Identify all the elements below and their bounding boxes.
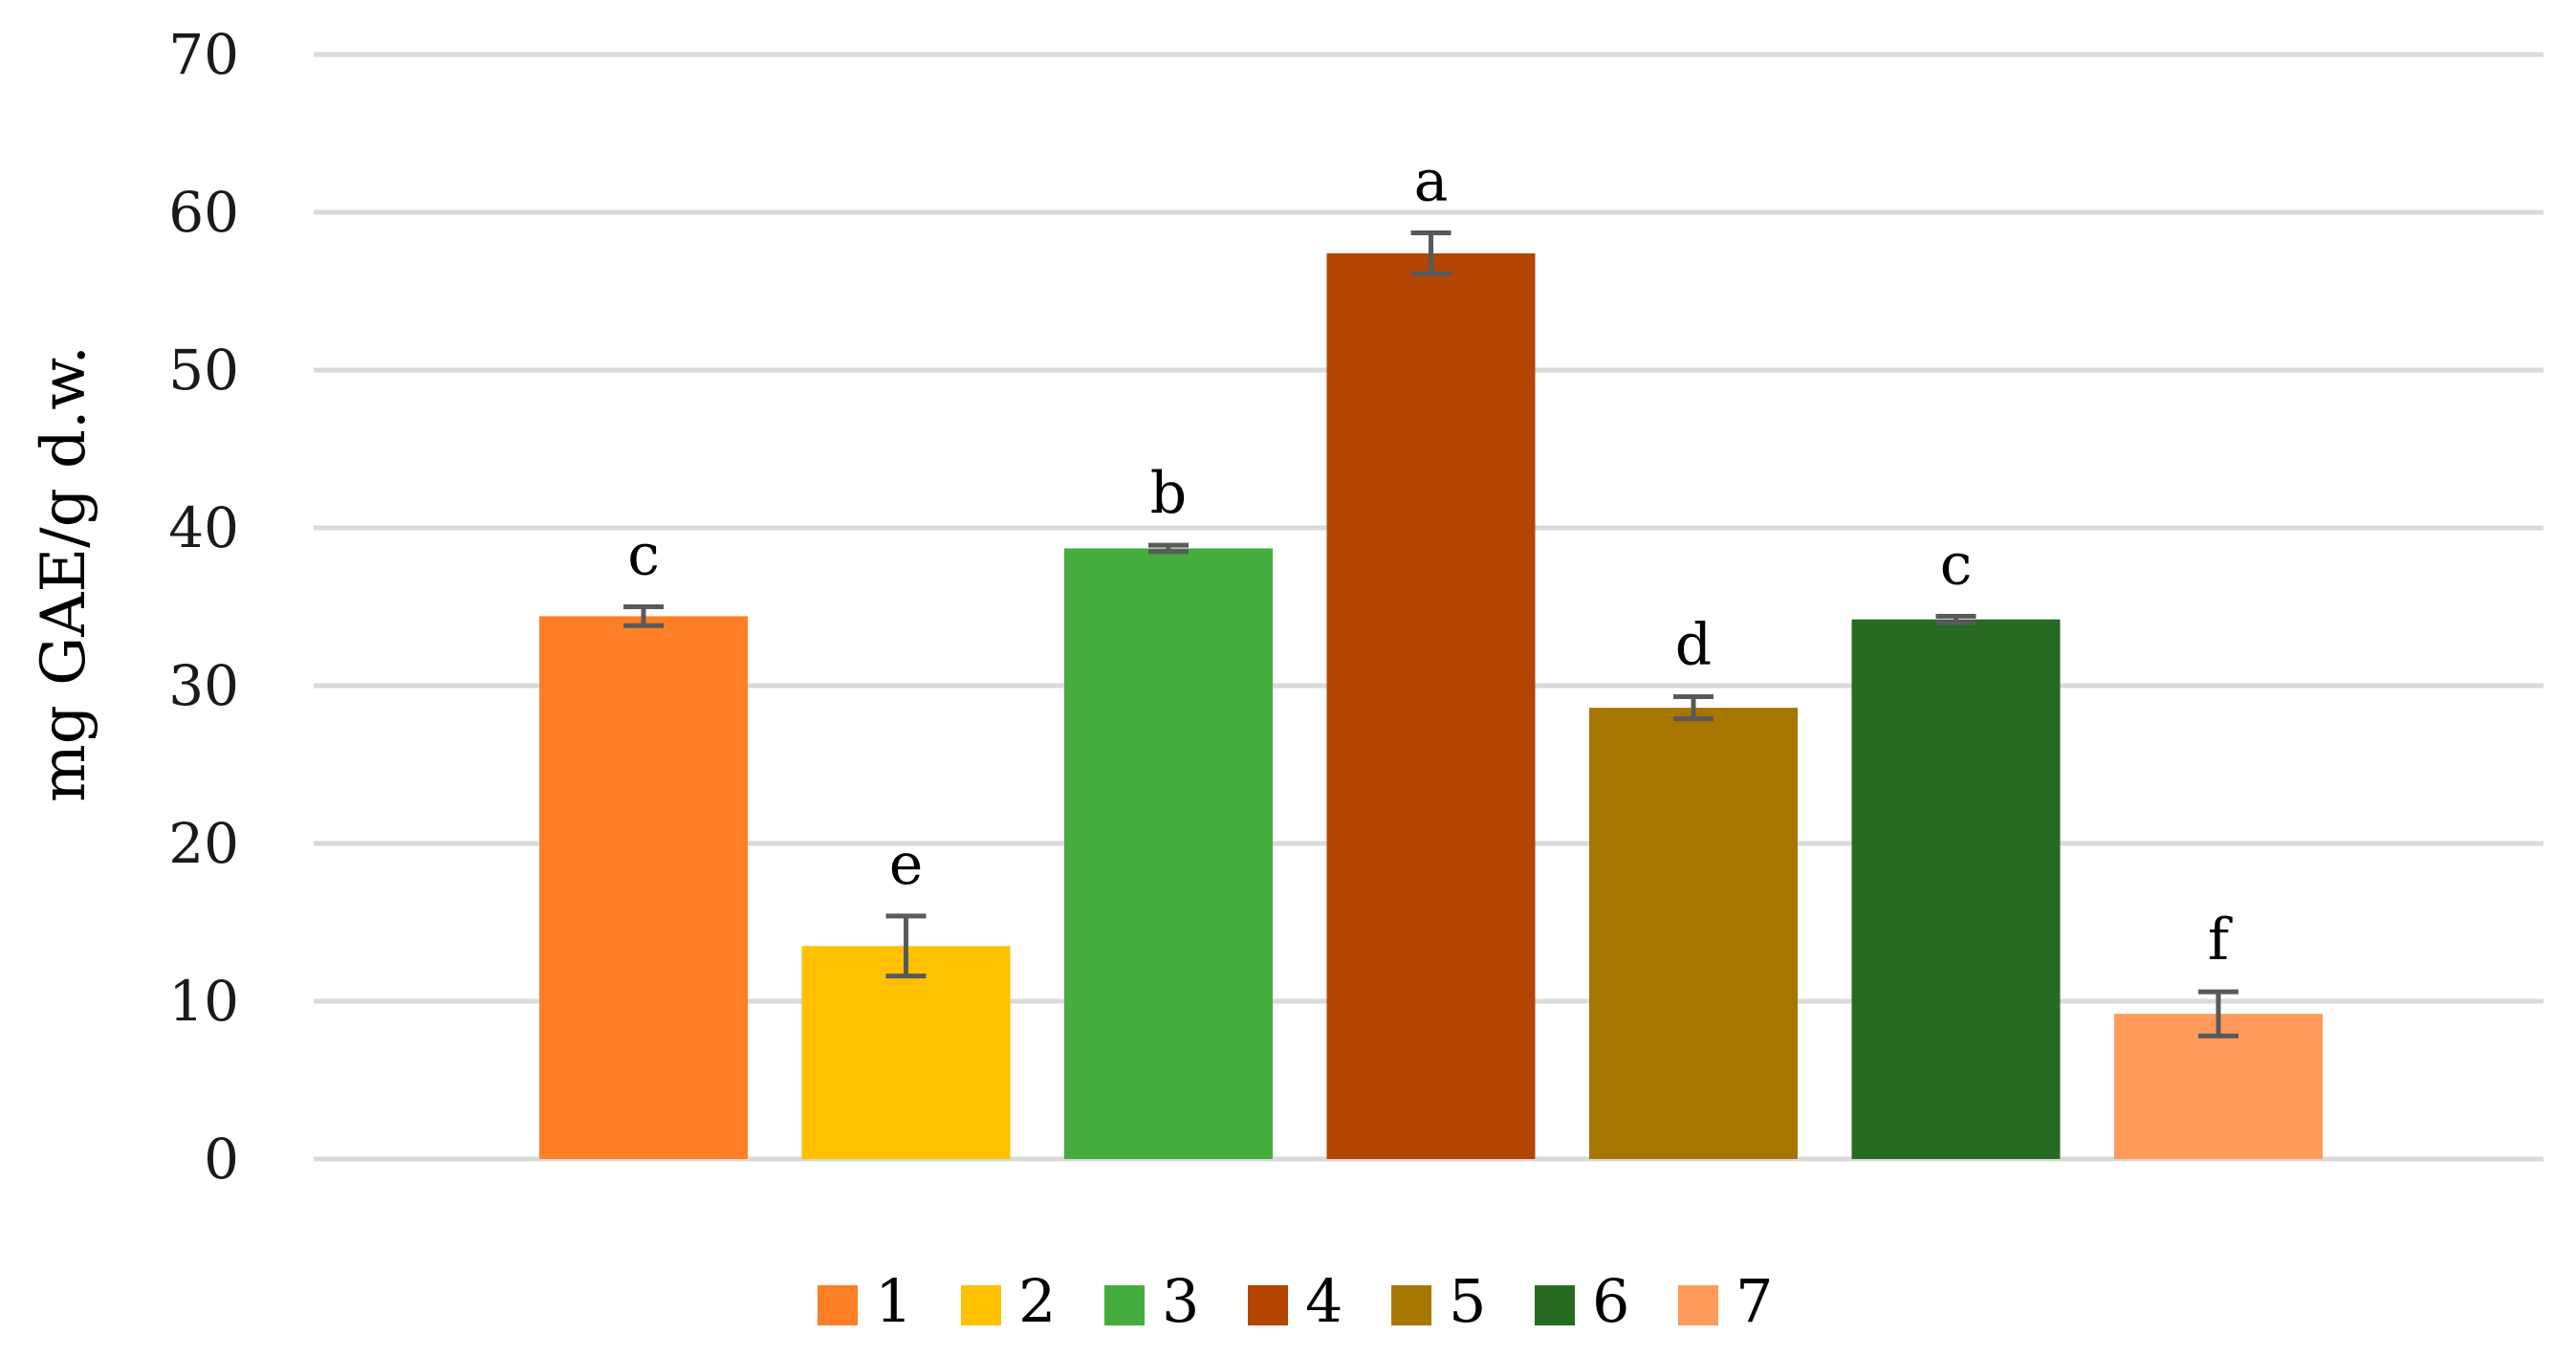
error-bar-1 — [623, 604, 664, 628]
bars — [539, 252, 2323, 1159]
legend-item-3: 3 — [1104, 1266, 1199, 1336]
y-tick-label: 20 — [168, 811, 239, 876]
legend-item-1: 1 — [818, 1266, 912, 1336]
significance-letter: d — [1675, 612, 1712, 679]
significance-letter: b — [1150, 460, 1187, 527]
legend-swatch — [1391, 1285, 1431, 1325]
legend-swatch — [961, 1285, 1001, 1325]
y-tick-label: 50 — [168, 338, 239, 403]
error-bar-2 — [885, 913, 927, 979]
legend-label: 2 — [1018, 1266, 1056, 1336]
y-tick-label: 70 — [168, 22, 239, 87]
legend-label: 4 — [1305, 1266, 1343, 1336]
legend-item-4: 4 — [1248, 1266, 1343, 1336]
legend-label: 5 — [1449, 1266, 1486, 1336]
y-tick-label: 0 — [204, 1127, 239, 1192]
legend-label: 1 — [875, 1266, 912, 1336]
bar-series-2 — [801, 946, 1011, 1159]
significance-letter: a — [1414, 147, 1449, 214]
y-tick-label: 60 — [168, 180, 239, 245]
legend-item-6: 6 — [1535, 1266, 1629, 1336]
y-axis-ticks: 0 10 20 30 40 50 60 70 — [168, 22, 239, 1192]
y-tick-label: 10 — [168, 969, 239, 1034]
legend-swatch — [1535, 1285, 1575, 1325]
error-bar-4 — [1410, 230, 1452, 276]
error-bar-7 — [2198, 989, 2238, 1039]
bar-series-1 — [539, 616, 748, 1159]
significance-letter: f — [2208, 907, 2233, 974]
error-bar-5 — [1673, 694, 1714, 722]
legend-item-7: 7 — [1678, 1266, 1773, 1336]
legend-swatch — [1678, 1285, 1718, 1325]
error-bars — [623, 230, 2238, 1039]
legend-swatch — [1104, 1285, 1145, 1325]
legend-label: 6 — [1592, 1266, 1629, 1336]
bar-series-6 — [1851, 619, 2061, 1159]
error-bar-3 — [1148, 542, 1189, 555]
legend-label: 7 — [1736, 1266, 1773, 1336]
legend-label: 3 — [1162, 1266, 1199, 1336]
legend-item-2: 2 — [961, 1266, 1056, 1336]
significance-letter: c — [627, 522, 660, 589]
bar-series-4 — [1326, 252, 1536, 1159]
legend-swatch — [818, 1285, 858, 1325]
bar-series-5 — [1589, 708, 1798, 1159]
y-axis-label: mg GAE/g d.w. — [29, 345, 99, 802]
significance-letter: c — [1940, 531, 1973, 598]
y-tick-label: 40 — [168, 495, 239, 560]
bar-series-3 — [1064, 548, 1273, 1159]
significance-letter: e — [889, 831, 924, 898]
legend-swatch — [1248, 1285, 1288, 1325]
significance-letters: c e b a d c f — [627, 147, 2233, 974]
error-bar-6 — [1935, 613, 1976, 625]
y-tick-label: 30 — [168, 653, 239, 718]
legend-item-5: 5 — [1391, 1266, 1486, 1336]
legend: 1 2 3 4 5 6 7 — [818, 1266, 1773, 1336]
